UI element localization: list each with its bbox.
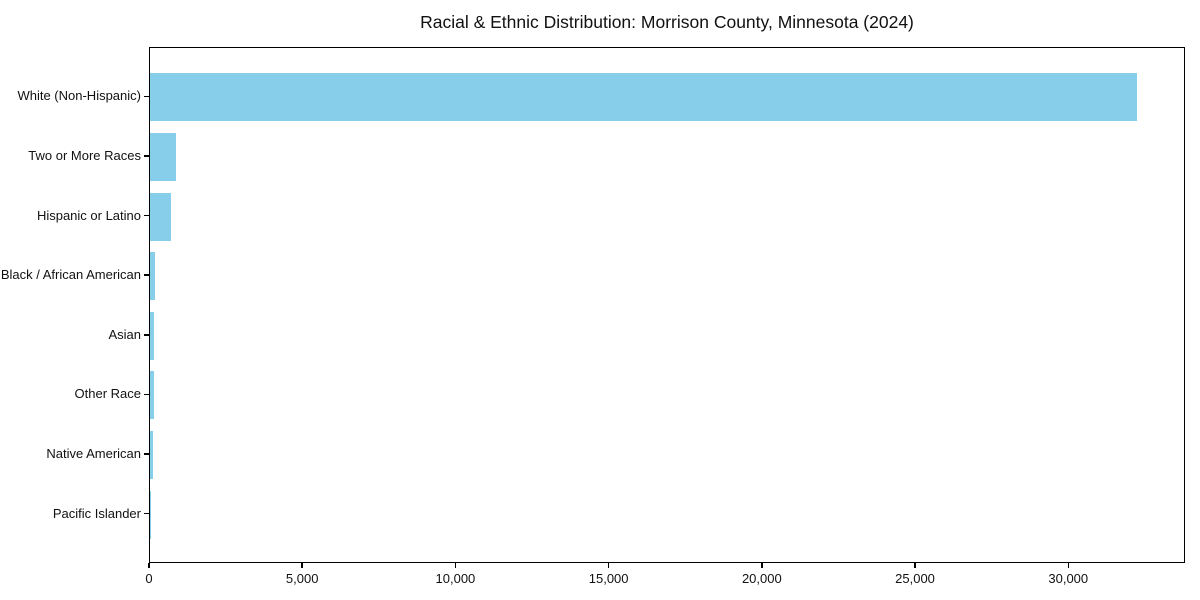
x-tick-mark	[761, 563, 763, 568]
y-tick-mark	[144, 393, 149, 396]
y-tick-mark	[144, 95, 149, 98]
x-tick-mark	[148, 563, 150, 568]
bar-hispanic-or-latino	[150, 192, 171, 241]
x-tick-label: 30,000	[1048, 571, 1089, 586]
bar-asian	[150, 311, 154, 360]
bar-white-non-hispanic	[150, 73, 1137, 122]
x-tick-mark	[607, 563, 610, 568]
x-tick-label: 0	[145, 571, 153, 586]
x-tick-label: 20,000	[741, 571, 782, 586]
x-tick-mark	[1067, 563, 1069, 568]
category-label-black-african-american: Black / African American	[0, 267, 141, 283]
bar-black-african-american	[150, 252, 155, 301]
category-label-asian: Asian	[108, 326, 141, 342]
category-label-white-non-hispanic: White (Non-Hispanic)	[17, 88, 141, 104]
x-tick-label: 15,000	[588, 571, 629, 586]
category-label-other-race: Other Race	[74, 386, 141, 402]
bar-two-or-more-races	[150, 132, 176, 181]
category-label-native-american: Native American	[46, 446, 141, 462]
category-label-pacific-islander: Pacific Islander	[52, 505, 141, 521]
bar-native-american	[150, 431, 153, 480]
bar-other-race	[150, 371, 154, 420]
y-tick-mark	[144, 512, 149, 515]
x-tick-mark	[301, 563, 303, 568]
y-tick-mark	[144, 334, 149, 336]
x-tick-label: 25,000	[895, 571, 935, 586]
y-tick-mark	[144, 453, 149, 455]
category-label-hispanic-or-latino: Hispanic or Latino	[36, 207, 141, 223]
y-tick-mark	[144, 214, 149, 217]
x-tick-label: 5,000	[285, 571, 319, 586]
x-tick-mark	[914, 563, 916, 568]
y-tick-mark	[144, 274, 149, 276]
y-tick-mark	[144, 155, 149, 157]
category-label-two-or-more-races: Two or More Races	[28, 147, 141, 163]
x-tick-mark	[454, 563, 457, 568]
plot-area	[149, 47, 1185, 563]
chart-title: Racial & Ethnic Distribution: Morrison C…	[420, 12, 914, 32]
x-tick-label: 10,000	[435, 571, 476, 586]
